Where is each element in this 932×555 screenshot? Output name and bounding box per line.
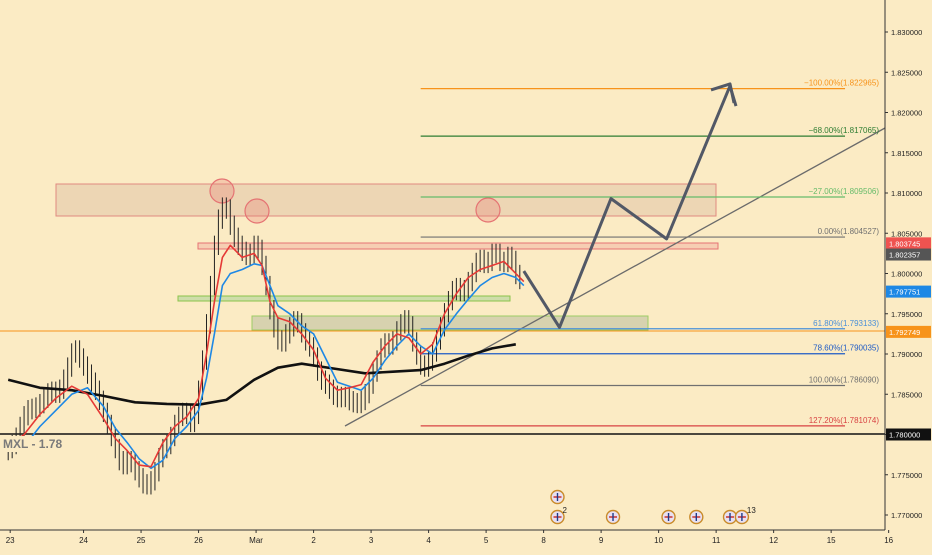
fib-level-label: 78.60%(1.790035) (813, 344, 879, 353)
y-tick-label: 1.800000 (891, 270, 922, 279)
trend-line (344, 127, 886, 427)
x-tick-label: 10 (654, 536, 663, 545)
price-tag (886, 428, 931, 441)
swing-high-circle (475, 197, 501, 223)
supply-zone-upper (55, 183, 717, 217)
x-tick-label: 4 (426, 536, 431, 545)
x-tick-label: 16 (884, 536, 893, 545)
y-tick-label: 1.815000 (891, 149, 922, 158)
y-tick-label: 1.770000 (891, 511, 922, 520)
y-tick-label: 1.805000 (891, 229, 922, 238)
event-count-label: 13 (747, 506, 756, 515)
y-tick-label: 1.790000 (891, 350, 922, 359)
y-tick-label: 1.810000 (891, 189, 922, 198)
price-tag-label: 1.797751 (889, 288, 920, 297)
y-tick-label: 1.795000 (891, 310, 922, 319)
x-tick-label: 23 (6, 536, 15, 545)
y-tick-label: 1.820000 (891, 109, 922, 118)
x-tick-label: 2 (311, 536, 316, 545)
y-tick-label: 1.830000 (891, 28, 922, 37)
resistance-zone-thin (197, 242, 719, 250)
support-zone-green (177, 295, 511, 302)
price-tag-label: 1.803745 (889, 239, 920, 248)
projection-arrow-head (710, 82, 736, 104)
annotation-text: MXL - 1.78 (3, 437, 62, 451)
x-tick-label: 5 (484, 536, 489, 545)
x-tick-label: 9 (599, 536, 604, 545)
event-count-label: 2 (562, 506, 567, 515)
x-tick-label: 15 (827, 536, 836, 545)
fib-level-label: 61.80%(1.793133) (813, 319, 879, 328)
x-tick-label: 3 (369, 536, 374, 545)
x-tick-label: Mar (249, 536, 263, 545)
price-tag-label: 1.802357 (889, 251, 920, 260)
price-tag-label: 1.792749 (889, 328, 920, 337)
y-tick-label: 1.785000 (891, 390, 922, 399)
x-tick-label: 26 (194, 536, 203, 545)
x-tick-label: 11 (712, 536, 721, 545)
x-tick-label: 12 (769, 536, 778, 545)
price-tag (886, 248, 931, 261)
swing-high-circle (244, 198, 270, 224)
fib-level-label: −27.00%(1.809506) (809, 187, 880, 196)
fib-level-label: −100.00%(1.822965) (804, 79, 879, 88)
y-tick-label: 1.775000 (891, 471, 922, 480)
price-tag (886, 237, 931, 250)
x-tick-label: 8 (541, 536, 546, 545)
price-tag (886, 325, 931, 338)
fib-level-label: 100.00%(1.786090) (809, 375, 880, 384)
fib-level-label: 0.00%(1.804527) (818, 227, 880, 236)
price-tag (886, 285, 931, 298)
y-tick-label: 1.825000 (891, 68, 922, 77)
annotation-bg (0, 436, 70, 452)
series-line (7, 244, 525, 468)
series-line (7, 343, 517, 406)
x-tick-label: 25 (137, 536, 146, 545)
series-line (8, 263, 525, 470)
price-tag-label: 1.780000 (889, 431, 920, 440)
fib-level-label: −68.00%(1.817065) (809, 126, 880, 135)
fib-level-label: 127.20%(1.781074) (809, 416, 880, 425)
x-tick-label: 24 (79, 536, 88, 545)
